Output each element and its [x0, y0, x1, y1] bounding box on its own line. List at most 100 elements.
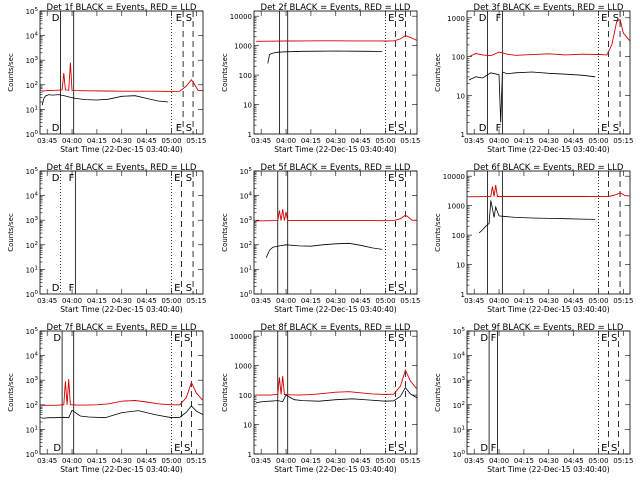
x-tick-label: 04:30: [539, 137, 559, 145]
x-tick-label: 03:45: [464, 137, 484, 145]
x-tick-label: 04:15: [301, 457, 321, 465]
x-tick-label: 04:15: [301, 297, 321, 305]
marker-label: E: [176, 13, 182, 24]
y-tick-label: 10000: [443, 173, 465, 181]
series-lld-line: [42, 379, 204, 406]
marker-label: S: [613, 123, 619, 134]
x-tick-label: 05:00: [588, 297, 608, 305]
y-tick-label: 1: [461, 291, 465, 299]
marker-label: E: [174, 443, 180, 454]
y-tick-label: 1000: [234, 363, 252, 371]
marker-label: E: [174, 283, 180, 294]
marker-label: E: [176, 123, 182, 134]
marker-label: E: [601, 443, 607, 454]
x-axis-title: Start Time (22-Dec-15 03:40:40): [274, 305, 396, 314]
marker-label: S: [398, 283, 404, 294]
series-lld-line: [469, 185, 631, 198]
y-tick-label: 103: [26, 376, 39, 385]
series-events-line: [42, 405, 204, 419]
y-tick-label: 104: [26, 192, 39, 201]
panel-title: Det 3f BLACK = Events, RED = LLD: [474, 3, 624, 13]
x-axis-title: Start Time (22-Dec-15 03:40:40): [274, 145, 396, 154]
x-tick-label: 04:15: [87, 137, 107, 145]
x-tick-label: 05:15: [186, 297, 206, 305]
marker-label: D: [52, 13, 60, 24]
panel-title: Det 9f BLACK = Events, RED = LLD: [474, 323, 624, 333]
x-tick-label: 04:15: [87, 297, 107, 305]
detector-panel-6: Det 6f BLACK = Events, RED = LLD 1 10 100 10…: [434, 163, 633, 314]
marker-label: E: [601, 123, 607, 134]
marker-label: S: [398, 173, 404, 184]
y-tick-label: 100: [26, 290, 39, 299]
x-tick-label: 04:00: [276, 457, 296, 465]
marker-label: D: [52, 283, 60, 294]
detector-panel-5: Det 5f BLACK = Events, RED = LLD 100 101 10…: [221, 163, 420, 314]
y-tick-label: 10: [243, 422, 252, 430]
marker-label: E: [388, 173, 394, 184]
marker-label: E: [601, 13, 607, 24]
y-tick-label: 103: [26, 56, 39, 65]
panel-title: Det 1f BLACK = Events, RED = LLD: [47, 3, 197, 13]
y-tick-label: 101: [453, 425, 465, 434]
panel-title: Det 8f BLACK = Events, RED = LLD: [261, 323, 411, 333]
y-tick-label: 105: [453, 327, 466, 336]
y-axis-title: Counts/sec: [434, 213, 442, 252]
y-tick-label: 101: [240, 265, 252, 274]
marker-label: S: [184, 443, 190, 454]
y-tick-label: 100: [26, 130, 39, 139]
marker-label: F: [491, 333, 497, 344]
y-tick-label: 1: [248, 451, 252, 459]
series-events-line: [478, 200, 596, 234]
y-tick-label: 1: [248, 131, 252, 139]
x-tick-label: 03:45: [37, 137, 57, 145]
marker-label: D: [479, 123, 487, 134]
x-axis-title: Start Time (22-Dec-15 03:40:40): [60, 145, 182, 154]
y-tick-label: 105: [26, 327, 39, 336]
x-tick-label: 04:30: [539, 297, 559, 305]
y-tick-label: 100: [452, 232, 465, 240]
x-tick-label: 04:45: [564, 457, 584, 465]
x-axis-title: Start Time (22-Dec-15 03:40:40): [274, 465, 396, 474]
x-tick-label: 04:45: [137, 457, 157, 465]
x-tick-label: 03:45: [464, 457, 484, 465]
marker-label: E: [388, 333, 394, 344]
x-axis-title: Start Time (22-Dec-15 03:40:40): [487, 305, 609, 314]
marker-label: F: [69, 283, 75, 294]
y-tick-label: 102: [26, 81, 38, 90]
x-tick-label: 05:15: [613, 297, 633, 305]
marker-label: D: [52, 173, 60, 184]
x-tick-label: 03:45: [251, 457, 271, 465]
panel-title: Det 4f BLACK = Events, RED = LLD: [47, 163, 197, 173]
marker-label: S: [186, 283, 192, 294]
marker-label: E: [388, 443, 394, 454]
y-tick-label: 100: [453, 450, 466, 459]
x-tick-label: 04:30: [112, 297, 132, 305]
marker-label: E: [388, 123, 394, 134]
y-tick-label: 1: [461, 131, 465, 139]
marker-label: S: [613, 13, 619, 24]
x-tick-label: 04:45: [137, 137, 157, 145]
plot-frame: [466, 170, 631, 295]
x-tick-label: 04:45: [137, 297, 157, 305]
y-tick-label: 100: [26, 450, 39, 459]
x-tick-label: 04:15: [514, 297, 534, 305]
x-tick-label: 04:15: [301, 137, 321, 145]
y-tick-label: 101: [26, 265, 38, 274]
marker-label: F: [496, 13, 502, 24]
y-axis-title: Counts/sec: [221, 53, 229, 92]
x-tick-label: 03:45: [464, 297, 484, 305]
y-axis-title: Counts/sec: [434, 373, 442, 412]
marker-label: S: [186, 123, 192, 134]
x-tick-label: 04:30: [326, 457, 346, 465]
x-tick-label: 04:45: [351, 297, 371, 305]
y-tick-label: 104: [26, 352, 39, 361]
series-events-line: [41, 94, 169, 106]
marker-label: S: [186, 173, 192, 184]
marker-label: S: [611, 443, 617, 454]
x-tick-label: 04:45: [351, 137, 371, 145]
y-tick-label: 105: [26, 167, 39, 176]
y-tick-label: 102: [453, 401, 465, 410]
marker-label: E: [174, 333, 180, 344]
x-tick-label: 04:30: [326, 297, 346, 305]
